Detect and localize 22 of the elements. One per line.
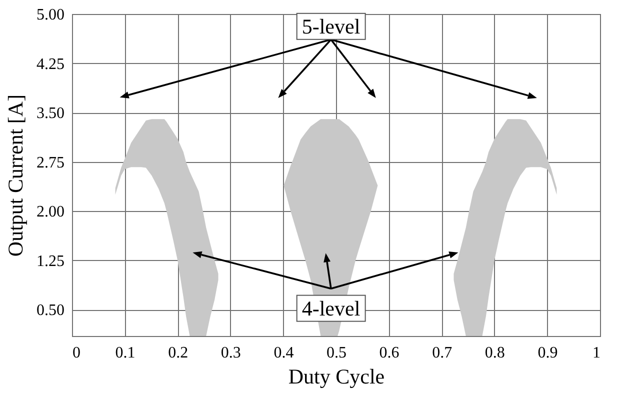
x-tick-label: 0.9 [538, 344, 558, 362]
y-tick-label: 2.00 [36, 204, 64, 221]
x-tick-label: 0.6 [379, 344, 400, 362]
x-tick-label: 0.1 [115, 344, 136, 362]
annotation: 5-level [302, 14, 360, 38]
x-tick-label: 0.8 [484, 344, 505, 362]
x-tick-label: 1 [592, 344, 600, 362]
x-tick-label: 0.2 [168, 344, 188, 362]
y-tick-label: 5.00 [36, 6, 64, 24]
x-tick-label: 0 [72, 344, 80, 362]
y-tick-label: 3.50 [36, 105, 64, 122]
x-tick-label: 0.7 [432, 344, 452, 362]
annotation: 4-level [302, 296, 360, 320]
y-tick-label: 1.25 [36, 252, 64, 270]
y-axis-title: Output Current [A] [4, 94, 28, 257]
x-tick-label: 0.3 [220, 344, 241, 362]
y-tick-label: 2.75 [36, 154, 64, 172]
x-axis-title: Duty Cycle [288, 364, 385, 388]
x-tick-label: 0.5 [326, 344, 346, 362]
y-tick-label: 0.50 [36, 302, 64, 320]
y-tick-label: 4.25 [36, 56, 64, 73]
x-tick-label: 0.4 [274, 344, 294, 362]
